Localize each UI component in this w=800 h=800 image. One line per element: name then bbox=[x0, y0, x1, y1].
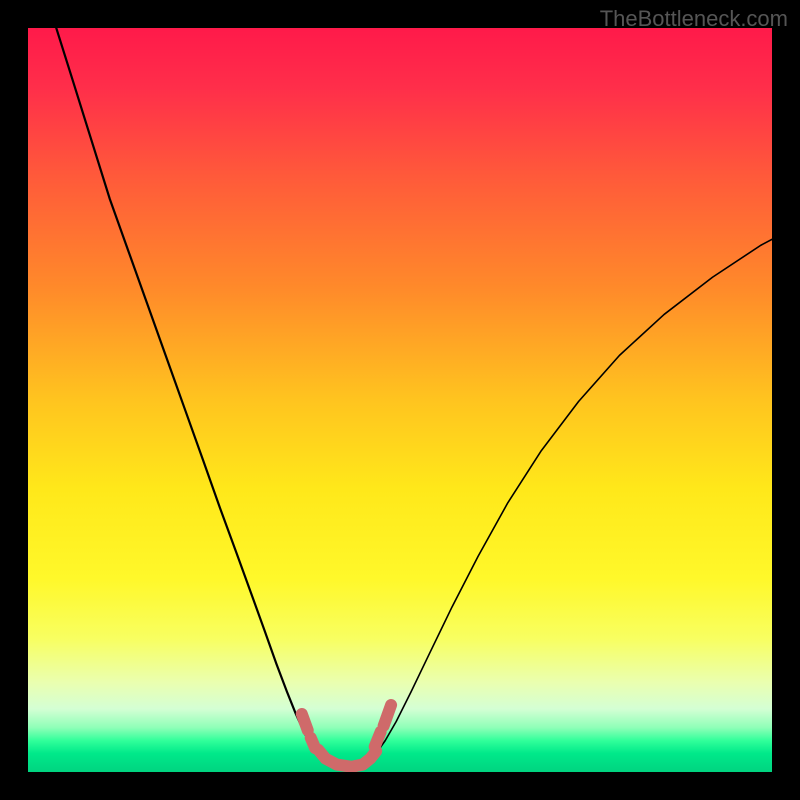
chart-background bbox=[28, 28, 772, 772]
dash-marker bbox=[375, 732, 381, 747]
dash-marker bbox=[311, 738, 315, 748]
chart-svg bbox=[28, 28, 772, 772]
dash-marker bbox=[302, 714, 308, 730]
chart-plot-area bbox=[28, 28, 772, 772]
dash-marker bbox=[384, 705, 391, 726]
watermark-text: TheBottleneck.com bbox=[600, 6, 788, 32]
